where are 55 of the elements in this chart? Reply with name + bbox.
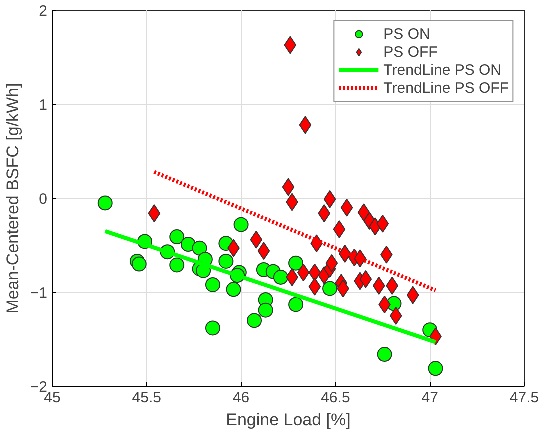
y-tick-label: 2 bbox=[39, 3, 48, 20]
legend-label: TrendLine PS OFF bbox=[384, 79, 509, 97]
point bbox=[226, 282, 242, 298]
x-tick-label: 46 bbox=[232, 390, 250, 406]
point bbox=[288, 297, 304, 312]
point bbox=[234, 217, 249, 232]
point bbox=[386, 276, 399, 295]
point bbox=[247, 313, 262, 328]
point bbox=[322, 281, 338, 296]
point bbox=[299, 116, 312, 134]
point bbox=[284, 36, 297, 54]
point bbox=[308, 278, 322, 296]
point bbox=[376, 214, 390, 233]
point bbox=[318, 204, 331, 223]
point bbox=[308, 264, 322, 282]
point bbox=[258, 242, 270, 260]
x-axis-title: Engine Load [%] bbox=[226, 410, 351, 430]
y-tick-label: 1 bbox=[39, 97, 48, 114]
point bbox=[390, 307, 402, 325]
point bbox=[326, 254, 338, 272]
point bbox=[170, 258, 185, 273]
point bbox=[148, 204, 161, 223]
point bbox=[360, 270, 372, 288]
point bbox=[288, 256, 304, 271]
y-tick-label: 0 bbox=[39, 191, 48, 208]
x-tick-label: 47 bbox=[422, 390, 438, 406]
point bbox=[98, 196, 113, 211]
point bbox=[132, 256, 147, 272]
point bbox=[297, 264, 310, 282]
legend-label: TrendLine PS ON bbox=[384, 61, 502, 79]
point bbox=[324, 190, 336, 208]
point bbox=[258, 302, 274, 318]
point bbox=[428, 361, 444, 376]
x-tick-label: 45.5 bbox=[132, 390, 162, 406]
x-tick-label: 47.5 bbox=[510, 390, 540, 406]
point bbox=[170, 230, 185, 245]
point bbox=[406, 286, 420, 304]
point bbox=[377, 347, 392, 362]
point bbox=[282, 178, 295, 196]
y-tick-label: −1 bbox=[30, 285, 48, 302]
y-axis-title: Mean-Centered BSFC [g/kWh] bbox=[3, 83, 22, 314]
point bbox=[205, 277, 220, 292]
point bbox=[205, 320, 220, 336]
point bbox=[333, 220, 346, 239]
point bbox=[340, 198, 354, 217]
point bbox=[180, 237, 196, 252]
point bbox=[192, 240, 208, 256]
point bbox=[250, 230, 263, 249]
point bbox=[273, 270, 288, 285]
point bbox=[372, 276, 386, 295]
x-tick-label: 46.5 bbox=[321, 390, 350, 406]
point bbox=[358, 204, 370, 222]
point bbox=[218, 254, 234, 269]
legend-label: PS OFF bbox=[384, 43, 438, 61]
legend-label: PS ON bbox=[384, 25, 430, 43]
